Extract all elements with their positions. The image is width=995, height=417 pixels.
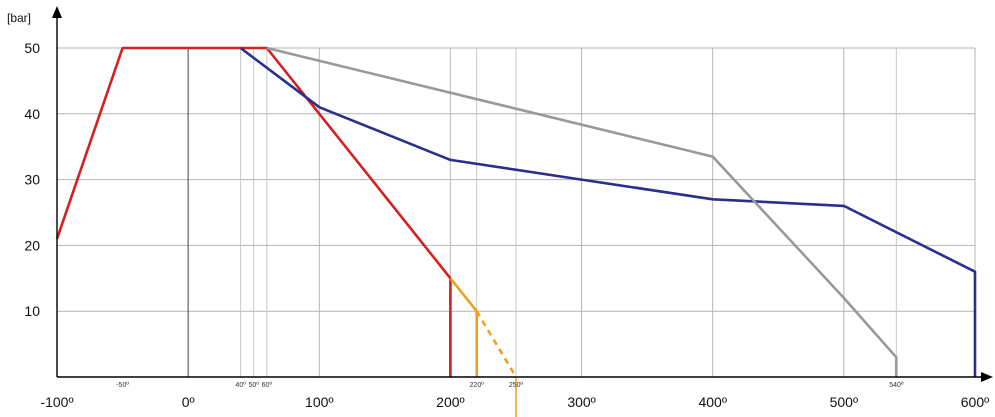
x-tick-label: 0º: [182, 394, 195, 410]
annotation-label: 40º: [235, 382, 246, 389]
x-tick-label: 300º: [567, 394, 595, 410]
x-tick-label: 600º: [961, 394, 989, 410]
annotation-label: 540º: [889, 382, 904, 389]
axes: [bar]: [7, 6, 993, 382]
y-axis-arrow: [52, 6, 62, 18]
y-tick-label: 20: [24, 237, 40, 253]
y-tick-label: 10: [24, 303, 40, 319]
series-layer: [55, 46, 977, 417]
y-tick-label: 30: [24, 172, 40, 188]
y-axis-label: [bar]: [7, 11, 31, 25]
series-line-3: [239, 46, 977, 377]
x-tick-label: 100º: [305, 394, 333, 410]
tick-labels: -100º 0º 100º 200º 300º 400º 500º 600º 10 20 30 40 5…: [24, 40, 989, 410]
series-line-4: [266, 46, 898, 377]
x-tick-label: 500º: [830, 394, 858, 410]
x-tick-label: -100º: [40, 394, 73, 410]
annotation-label: 50º: [249, 382, 260, 389]
grid: [57, 47, 976, 377]
series-line-2: [475, 310, 518, 378]
y-tick-label: 50: [24, 40, 40, 56]
series-line-0: [55, 46, 452, 377]
annotation-label: 60º: [262, 382, 273, 389]
x-axis-arrow: [981, 372, 993, 382]
annotation-label: 220º: [470, 382, 485, 389]
y-tick-label: 40: [24, 106, 40, 122]
x-tick-label: 200º: [436, 394, 464, 410]
annotation-label: 250º: [509, 382, 524, 389]
annotation-label: -50º: [116, 382, 129, 389]
series-line-1: [449, 277, 479, 377]
x-tick-label: 400º: [698, 394, 726, 410]
